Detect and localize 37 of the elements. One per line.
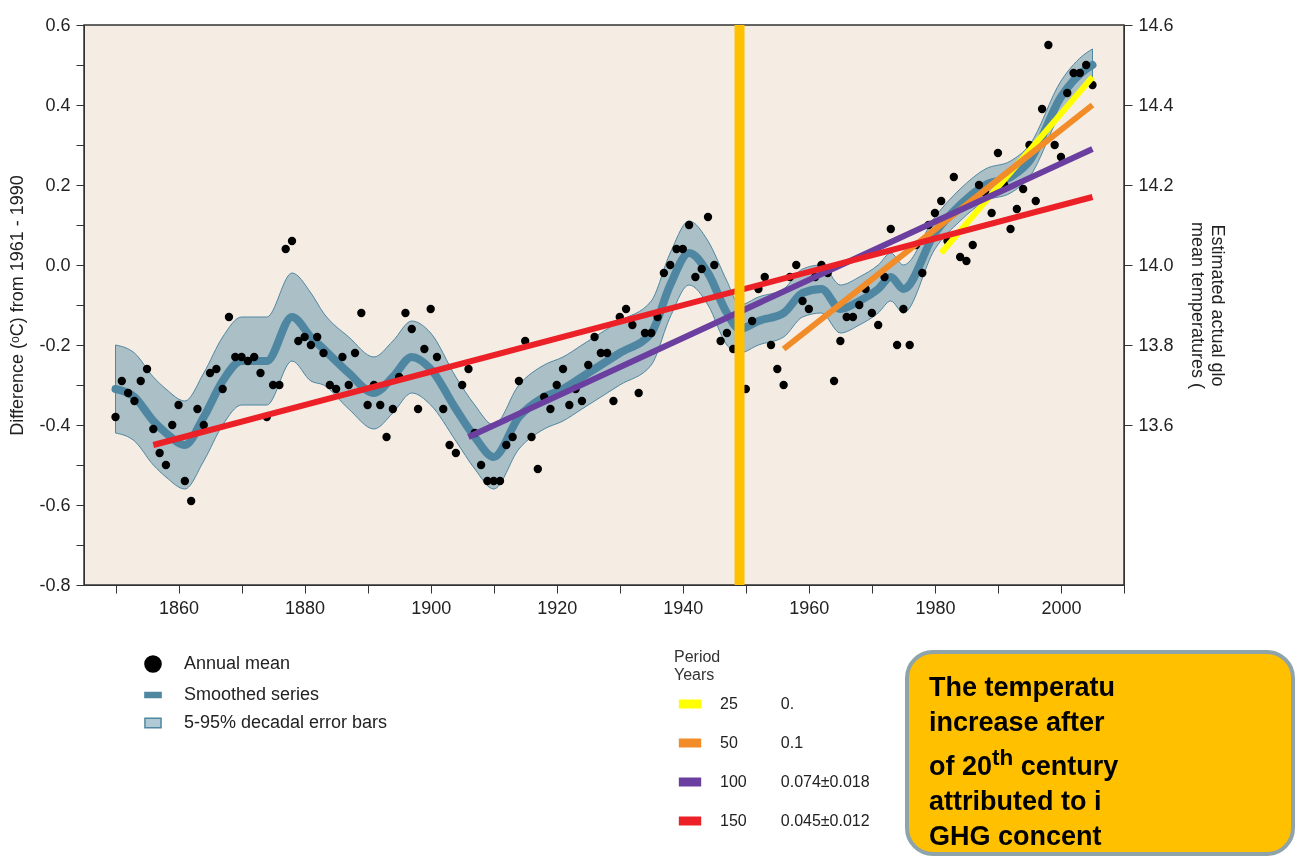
y2-tick-label: 13.8 — [1138, 334, 1174, 355]
x-tick-label: 1900 — [411, 597, 452, 618]
legend-label: Smoothed series — [184, 684, 320, 704]
y2-tick-label: 14.0 — [1138, 254, 1174, 275]
x-tick-label: 1940 — [663, 597, 704, 618]
y2-tick-label: 14.6 — [1138, 14, 1174, 35]
y2-tick-label: 13.6 — [1138, 414, 1174, 435]
callout-box: The temperatu increase after of 20$^{th}$ century attributed to i GHG concent — [905, 650, 1295, 856]
legend-label: 25 — [720, 695, 738, 712]
y2-axis-title: Estimated actual glo mean temperatures ( — [1187, 221, 1228, 390]
y-tick-label: -0.8 — [39, 574, 71, 595]
y-tick-label: -0.6 — [39, 494, 71, 515]
text: 0.074±0.018 — [780, 772, 870, 791]
x-tick-label: 2000 — [1041, 597, 1082, 618]
y-tick-label: -0.2 — [39, 334, 71, 355]
text: 0. — [780, 694, 795, 713]
legend-label: 100 — [720, 773, 747, 790]
y-tick-label: 0.6 — [45, 14, 71, 35]
y-tick-label: -0.4 — [39, 414, 71, 435]
y-tick-label: 0.4 — [45, 94, 71, 115]
legend-title: Period Years — [674, 648, 721, 683]
y-axis-title: Difference (ᵒC) from 1961 - 1990 — [7, 175, 28, 436]
x-tick-label: 1920 — [537, 597, 578, 618]
x-tick-label: 1980 — [915, 597, 956, 618]
legend-label: Annual mean — [184, 653, 291, 673]
legend-label: 50 — [720, 734, 738, 751]
legend-label: 150 — [720, 812, 747, 829]
text: 0.045±0.012 — [780, 811, 870, 830]
x-tick-label: 1860 — [159, 597, 200, 618]
y2-tick-label: 14.4 — [1138, 94, 1174, 115]
y-tick-label: 0.0 — [45, 254, 71, 275]
text: 0.1 — [780, 733, 804, 752]
y-tick-label: 0.2 — [45, 174, 71, 195]
x-tick-label: 1880 — [285, 597, 326, 618]
text: 5-95% decadal error bars — [184, 712, 388, 732]
y2-tick-label: 14.2 — [1138, 174, 1174, 195]
x-tick-label: 1960 — [789, 597, 830, 618]
